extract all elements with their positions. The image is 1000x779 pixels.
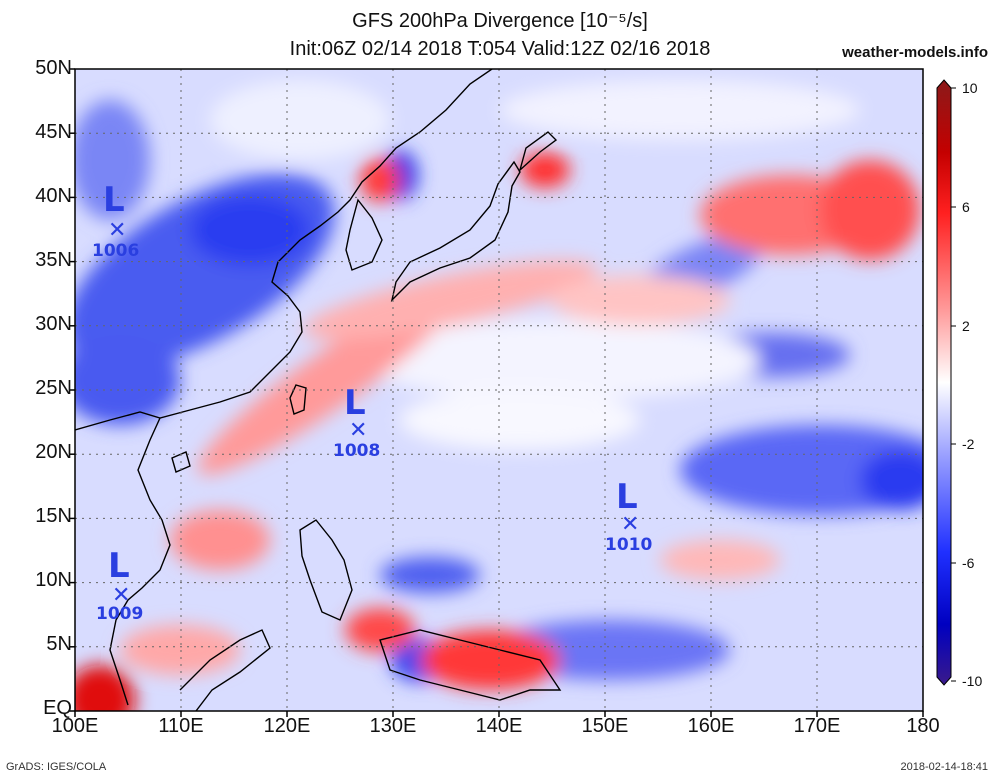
site-watermark: weather-models.info xyxy=(842,44,988,61)
footer-timestamp: 2018-02-14-18:41 xyxy=(900,761,988,773)
low-center-icon: ✕ xyxy=(112,583,131,608)
low-letter: L xyxy=(616,477,638,517)
lat-label-20n: 20N xyxy=(35,441,72,463)
lat-label-45n: 45N xyxy=(35,121,72,143)
low-pressure-label: 1006 xyxy=(92,241,140,261)
chart-subtitle: Init:06Z 02/14 2018 T:054 Valid:12Z 02/1… xyxy=(289,38,711,60)
lon-label-100e: 100E xyxy=(51,715,99,737)
colorbar-label-neg2: -2 xyxy=(962,436,975,452)
lon-label-170e: 170E xyxy=(793,715,841,737)
low-pressure-label: 1008 xyxy=(333,441,381,461)
lat-label-eq: EQ xyxy=(43,697,72,719)
footer-credit: GrADS: IGES/COLA xyxy=(6,761,107,773)
colorbar-label-2: 2 xyxy=(962,318,970,334)
colorbar-label-6: 6 xyxy=(962,199,970,215)
gridlines xyxy=(75,69,923,711)
chart-title: GFS 200hPa Divergence [10⁻⁵/s] xyxy=(352,10,648,32)
low-letter: L xyxy=(103,180,125,220)
lon-label-160e: 160E xyxy=(687,715,735,737)
colorbar-label-10: 10 xyxy=(962,80,978,96)
lat-label-5n: 5N xyxy=(46,633,72,655)
colorbar xyxy=(936,79,956,686)
lat-label-30n: 30N xyxy=(35,313,72,335)
low-center-icon: ✕ xyxy=(621,512,640,537)
colorbar-scale xyxy=(936,79,952,686)
low-center-icon: ✕ xyxy=(349,418,368,443)
lat-label-35n: 35N xyxy=(35,249,72,271)
lon-label-150e: 150E xyxy=(581,715,629,737)
low-center-icon: ✕ xyxy=(108,218,127,243)
lon-label-140e: 140E xyxy=(475,715,523,737)
lat-label-25n: 25N xyxy=(35,377,72,399)
lon-label-110e: 110E xyxy=(158,715,204,737)
lat-label-50n: 50N xyxy=(35,57,72,79)
colorbar-label-neg6: -6 xyxy=(962,555,975,571)
axis-ticks xyxy=(69,68,924,717)
low-pressure-label: 1010 xyxy=(605,535,653,555)
low-letter: L xyxy=(108,546,130,586)
lon-label-180: 180 xyxy=(906,715,940,737)
coastlines xyxy=(75,69,562,711)
lat-label-40n: 40N xyxy=(35,185,72,207)
lon-label-120e: 120E xyxy=(263,715,311,737)
divergence-field xyxy=(75,69,923,711)
colorbar-label-neg10: -10 xyxy=(962,673,983,689)
lat-label-15n: 15N xyxy=(35,505,72,527)
low-letter: L xyxy=(344,383,366,423)
lon-label-130e: 130E xyxy=(369,715,417,737)
low-pressure-label: 1009 xyxy=(96,604,144,624)
lat-label-10n: 10N xyxy=(35,569,72,591)
